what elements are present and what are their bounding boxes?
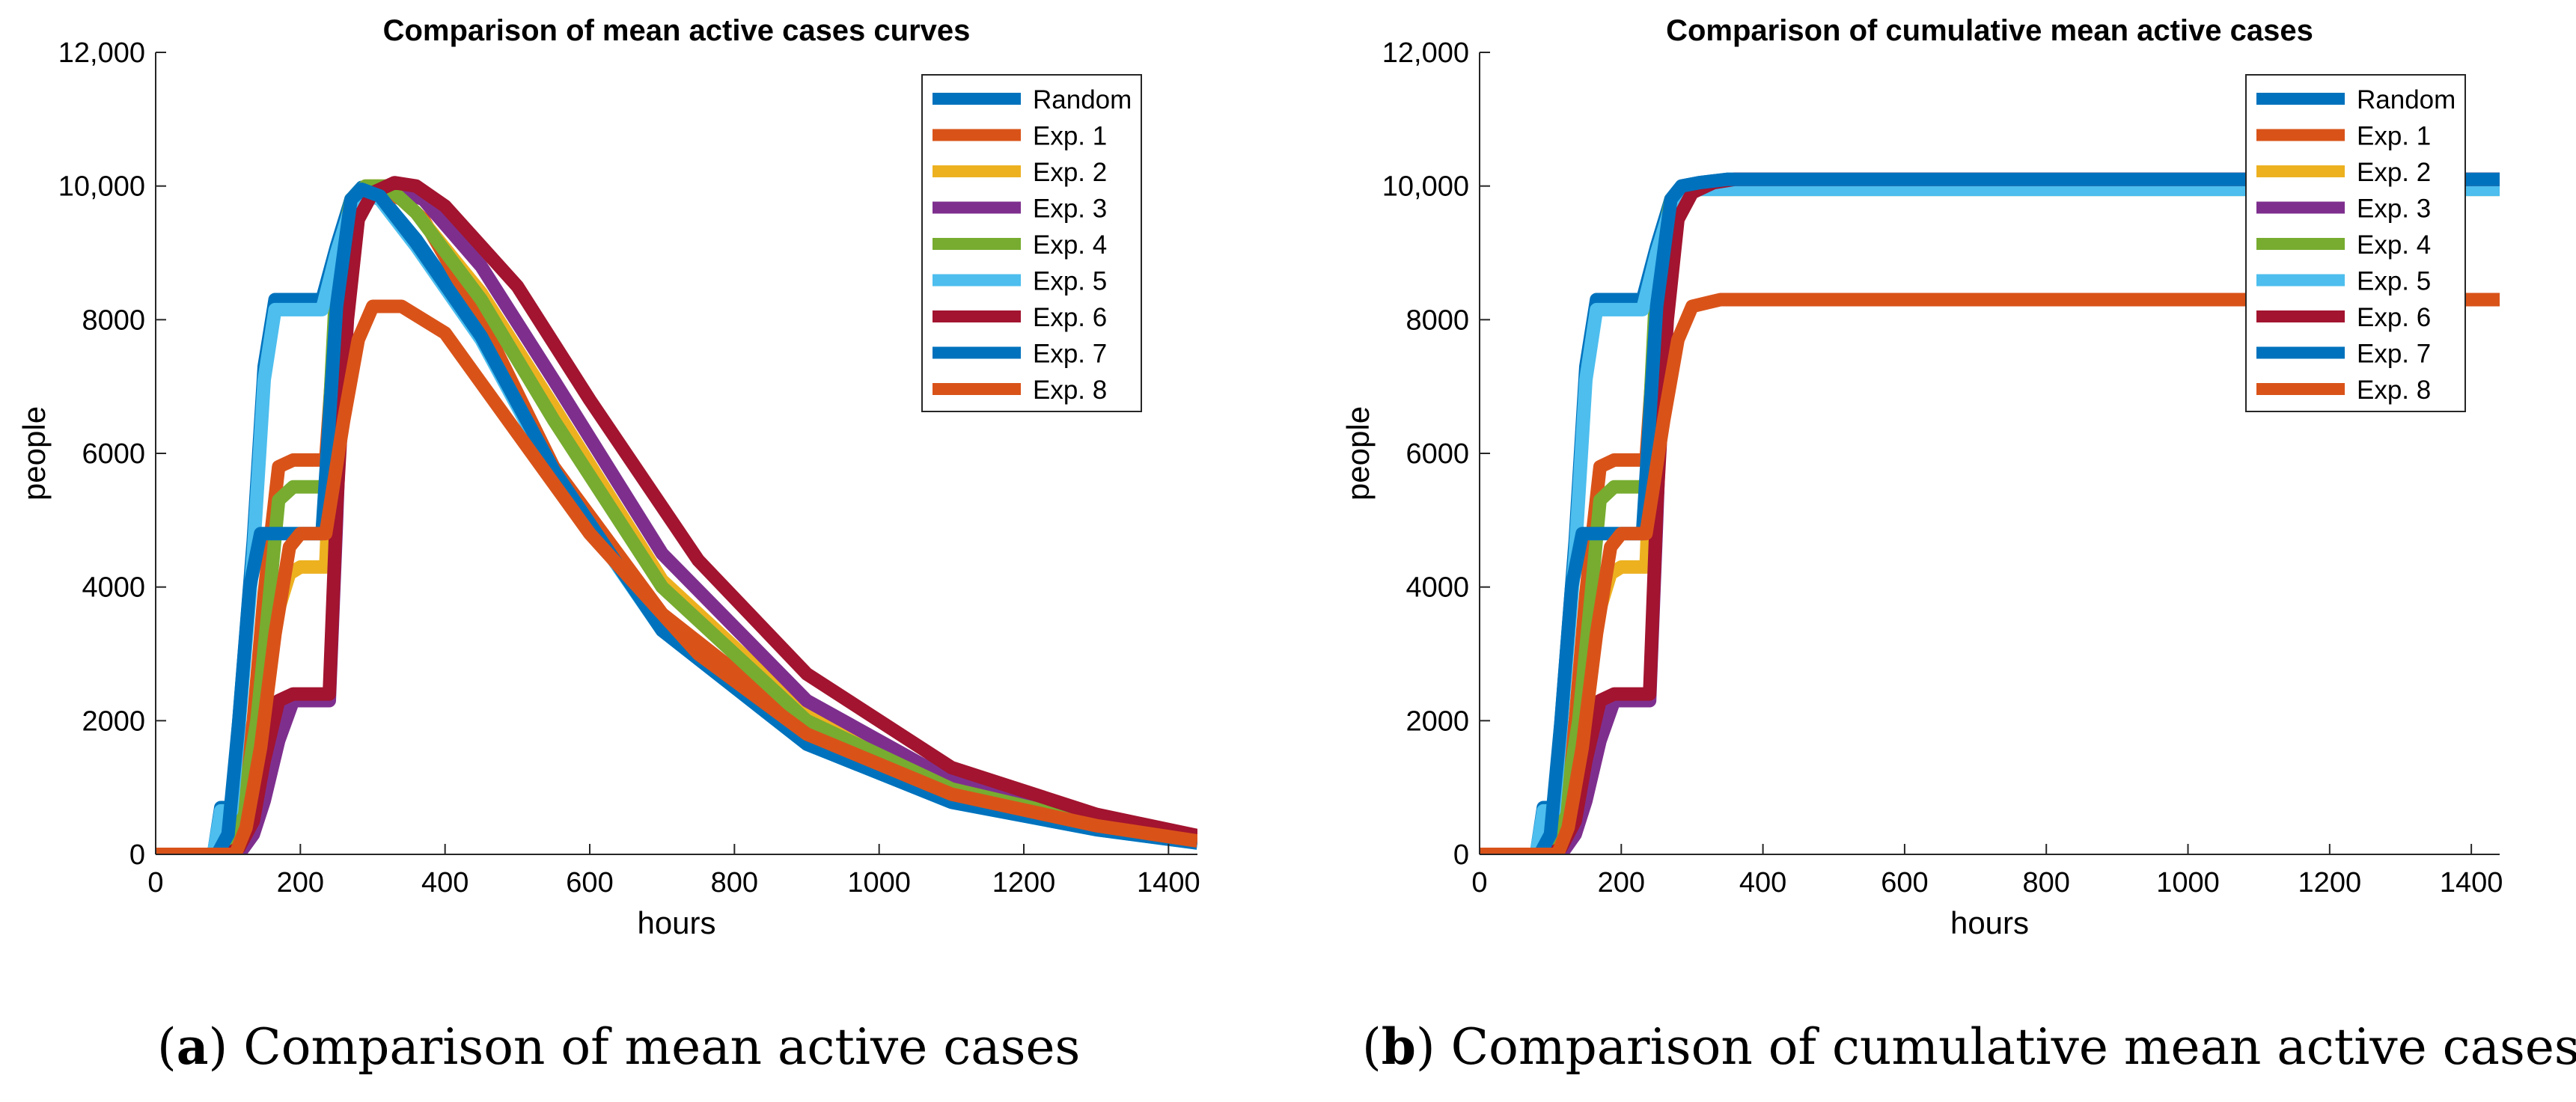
x-tick-label: 200 [1598,867,1645,899]
legend: Random Exp. 1 Exp. 2 Exp. 3 Exp. 4 Exp. 5 Exp.… [2245,74,2466,412]
legend-label: Exp. 5 [1033,267,1107,296]
chart-panel-b: 0 200 400 600 800 1000 1200 1400 0 2000 4000 6000 80… [1340,14,2503,940]
x-tick-label: 1000 [847,867,911,899]
x-tick-label: 0 [147,867,163,899]
y-tick-label: 6000 [1405,438,1469,470]
caption-b-text: Comparison of cumulative mean active cas… [1450,1018,2576,1076]
legend-label: Random [1033,85,1132,114]
chart-panel-a: 0 200 400 600 800 1000 1200 1400 0 2000 4000 6000 80… [16,14,1200,940]
caption-a-text: Comparison of mean active cases [243,1018,1081,1076]
x-tick-label: 800 [2023,867,2070,899]
x-tick-label: 200 [277,867,324,899]
series-lines [156,176,1197,854]
x-axis-label: hours [1950,905,2029,940]
series-line-exp-8 [1480,293,2500,854]
y-tick-label: 8000 [82,304,145,336]
y-tick-label: 2000 [1405,705,1469,737]
x-tick-label: 600 [566,867,613,899]
y-tick-label: 4000 [82,572,145,604]
legend-label: Exp. 2 [2357,158,2431,187]
legend-label: Exp. 3 [2357,195,2431,224]
y-tick-label: 10,000 [1382,171,1469,203]
caption-a: (a) Comparison of mean active cases [157,1017,1081,1076]
legend-label: Exp. 2 [1033,158,1107,187]
legend-label: Exp. 8 [2357,376,2431,405]
x-tick-label: 400 [1739,867,1786,899]
y-tick-label: 4000 [1405,572,1469,604]
caption-b: (b) Comparison of cumulative mean active… [1362,1017,2576,1076]
legend-label: Exp. 7 [1033,340,1107,369]
chart-title: Comparison of cumulative mean active cas… [1666,14,2313,47]
x-tick-label: 1200 [2298,867,2362,899]
x-axis-label: hours [637,905,715,940]
legend-label: Exp. 4 [1033,230,1107,260]
y-tick-label: 0 [1453,839,1469,871]
y-tick-label: 6000 [82,438,145,470]
legend-label: Exp. 7 [2357,340,2431,369]
caption-b-letter: b [1381,1017,1416,1076]
legend-label: Exp. 3 [1033,195,1107,224]
y-axis-label: people [16,406,52,501]
caption-a-letter: a [176,1017,209,1076]
x-tick-label: 800 [711,867,758,899]
x-tick-label: 400 [421,867,468,899]
x-tick-label: 0 [1471,867,1487,899]
legend-label: Exp. 1 [1033,122,1107,151]
legend-label: Exp. 6 [2357,303,2431,332]
y-tick-label: 12,000 [58,37,145,69]
y-tick-label: 0 [129,839,145,871]
y-tick-label: 12,000 [1382,37,1469,69]
x-tick-label: 1400 [2440,867,2503,899]
y-tick-label: 2000 [82,705,145,737]
legend-label: Exp. 8 [1033,376,1107,405]
y-tick-label: 8000 [1405,304,1469,336]
legend-label: Exp. 1 [2357,122,2431,151]
x-tick-label: 1000 [2156,867,2220,899]
x-tick-label: 1200 [992,867,1056,899]
x-tick-label: 600 [1881,867,1928,899]
legend-label: Random [2357,85,2456,114]
y-axis-label: people [1340,406,1376,501]
legend-label: Exp. 5 [2357,267,2431,296]
series-lines [1480,172,2500,854]
x-tick-label: 1400 [1137,867,1200,899]
legend-label: Exp. 6 [1033,303,1107,332]
y-tick-label: 10,000 [58,171,145,203]
legend-label: Exp. 4 [2357,230,2431,260]
legend: Random Exp. 1 Exp. 2 Exp. 3 Exp. 4 Exp. 5 Exp.… [921,74,1142,412]
chart-title: Comparison of mean active cases curves [383,14,971,47]
series-line-exp-8 [156,299,1197,854]
